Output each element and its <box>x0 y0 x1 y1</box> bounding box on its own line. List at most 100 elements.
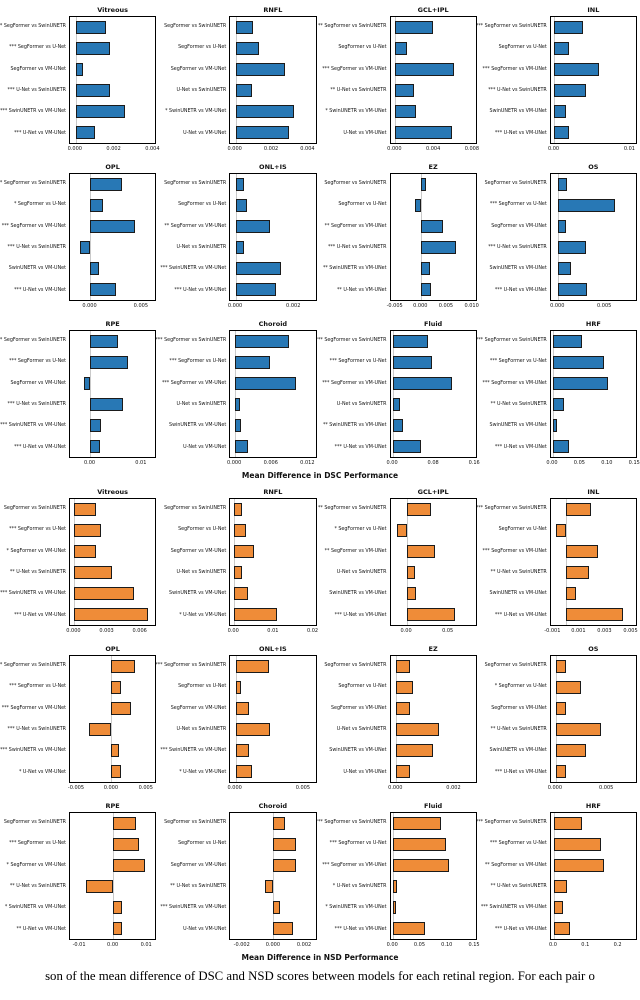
bar <box>90 355 128 370</box>
bar <box>234 502 242 517</box>
y-axis-labels: *** SegFormer vs SwinUNETR *** SegFormer … <box>155 330 229 458</box>
zero-gridline <box>393 813 395 939</box>
x-tick-label: 0.0 <box>548 942 557 948</box>
y-tick-label: SegFormer vs VM-UNet <box>10 66 66 72</box>
x-tick-label: 0.000 <box>413 303 428 309</box>
bar <box>566 586 577 601</box>
x-tick-label: 0.1 <box>581 942 590 948</box>
zero-gridline <box>554 17 556 143</box>
plot-area <box>229 173 317 301</box>
bar <box>406 502 432 517</box>
y-axis-labels: ** SegFormer vs SwinUNETR *** SegFormer v… <box>0 655 69 783</box>
zero-gridline <box>552 331 554 457</box>
bar <box>235 418 241 433</box>
y-axis-labels: *** SegFormer vs SwinUNETR *** SegFormer … <box>475 812 550 940</box>
dsc-subplot-fluid: Fluid *** SegFormer vs SwinUNETR *** SegFo… <box>316 319 480 468</box>
zero-gridline <box>235 174 237 300</box>
y-tick-label: *** U-Net vs SwinUNETR <box>7 245 66 251</box>
dsc-subplot-rnfl: RNFL SegFormer vs SwinUNETR SegFormer vs U… <box>163 5 317 154</box>
subplot-body: *** SegFormer vs SwinUNETR * SegFormer vs… <box>0 173 157 301</box>
y-tick-label: SegFormer vs U-Net <box>178 684 227 690</box>
y-tick-label: U-Net vs SwinUNETR <box>176 570 227 576</box>
y-tick-label: SwinUNETR vs VM-UNet <box>8 266 66 272</box>
bar <box>74 607 148 622</box>
y-tick-label: * U-Net vs SwinUNETR <box>332 884 387 890</box>
x-tick-label: 0.003 <box>99 628 114 634</box>
y-tick-label: *** U-Net vs VM-UNet <box>334 444 387 450</box>
bar <box>553 921 570 936</box>
x-tick-label: 0.05 <box>442 628 454 634</box>
dsc-chart-group: Vitreous * SegFormer vs SwinUNETR *** SegF… <box>0 5 640 480</box>
y-tick-label: ** SegFormer vs SwinUNETR <box>0 663 66 669</box>
subplot-title: OS <box>588 645 599 653</box>
bar <box>554 104 567 119</box>
y-tick-label: ** SegFormer vs VM-UNet <box>324 223 387 229</box>
x-tick-label: 0.004 <box>145 146 160 152</box>
y-tick-label: ** U-Net vs VM-UNet <box>16 926 66 932</box>
x-tick-label: 0.00 <box>227 628 239 634</box>
bar <box>235 334 289 349</box>
bar <box>74 565 113 580</box>
subplot-title: RPE <box>105 802 120 810</box>
bar <box>235 397 240 412</box>
x-axis-ticks: 0.00 0.01 <box>69 458 156 468</box>
y-tick-label: ** SegFormer vs VM-UNet <box>324 548 387 554</box>
bar <box>406 544 436 559</box>
plot-area <box>549 330 637 458</box>
y-tick-label: SegFormer vs U-Net <box>178 202 227 208</box>
y-tick-label: * U-Net vs VM-UNet <box>179 769 227 775</box>
y-tick-label: *** U-Net vs VM-UNet <box>494 287 547 293</box>
subplot-title: HRF <box>585 320 601 328</box>
bar <box>75 20 106 35</box>
y-axis-labels: *** SegFormer vs SwinUNETR SegFormer vs U… <box>476 498 550 626</box>
bar <box>393 355 433 370</box>
y-tick-label: *** SegFormer vs SwinUNETR <box>475 820 547 826</box>
x-tick-label: 0.000 <box>550 303 565 309</box>
nsd-subplot-inl: INL *** SegFormer vs SwinUNETR SegFormer v… <box>476 487 638 636</box>
y-tick-label: *** SegFormer vs VM-UNet <box>322 862 387 868</box>
y-tick-label: *** U-Net vs VM-UNet <box>494 926 547 932</box>
plot-area <box>389 812 477 940</box>
zero-gridline <box>555 656 557 782</box>
y-tick-label: ** SegFormer vs SwinUNETR <box>318 24 387 30</box>
x-axis-ticks: 0.000 0.005 <box>69 301 156 311</box>
subplot-title: Vitreous <box>97 6 129 14</box>
bar <box>393 921 426 936</box>
y-tick-label: ** U-Net vs VM-UNet <box>337 287 387 293</box>
x-tick-label: 0.00 <box>386 942 398 948</box>
bar <box>555 764 566 779</box>
plot-area <box>229 498 317 626</box>
subplot-title: Choroid <box>258 802 288 810</box>
bar <box>75 62 84 77</box>
x-tick-label: 0.002 <box>263 146 279 152</box>
x-axis-ticks: -0.01 0.00 0.01 <box>69 940 156 950</box>
y-tick-label: ** SegFormer vs SwinUNETR <box>318 506 387 512</box>
x-tick-label: 0.005 <box>438 303 454 309</box>
x-tick-label: 0.000 <box>227 303 243 309</box>
nsd-chart-grid: Vitreous SegFormer vs SwinUNETR *** SegFor… <box>0 487 640 950</box>
bar <box>74 586 134 601</box>
bar <box>272 858 296 873</box>
y-tick-label: ** SegFormer vs VM-UNet <box>164 223 227 229</box>
plot-area <box>549 812 637 940</box>
x-tick-label: 0.005 <box>596 303 612 309</box>
bar <box>110 680 122 695</box>
bar <box>272 816 286 831</box>
bar <box>553 837 602 852</box>
y-tick-label: *** SwinUNETR vs VM-UNet <box>160 748 227 754</box>
y-tick-label: *** SegFormer vs U-Net <box>329 359 387 365</box>
y-tick-label: ** U-Net vs SwinUNETR <box>330 88 387 94</box>
bar <box>80 240 91 255</box>
bar <box>555 523 566 538</box>
y-tick-label: SegFormer vs VM-UNet <box>330 705 387 711</box>
bar <box>75 104 125 119</box>
plot-area <box>389 655 477 783</box>
subplot-body: SegFormer vs SwinUNETR SegFormer vs U-Net… <box>160 173 317 301</box>
y-tick-label: SwinUNETR vs VM-UNet <box>169 423 227 429</box>
subplot-body: ** SegFormer vs SwinUNETR * SegFormer vs … <box>318 498 477 626</box>
x-tick-label: 0.00 <box>547 146 560 152</box>
bar <box>396 743 434 758</box>
x-tick-label: 0.012 <box>300 460 315 466</box>
y-tick-label: ** U-Net vs SwinUNETR <box>490 570 547 576</box>
y-tick-label: * SegFormer vs VM-UNet <box>6 548 66 554</box>
